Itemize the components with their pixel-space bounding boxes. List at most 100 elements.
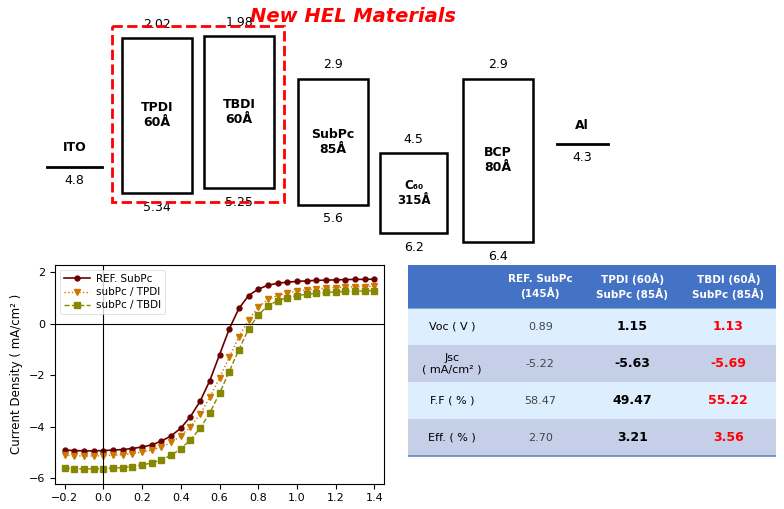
subPc / TPDI: [263, 296, 273, 302]
Text: 0.89: 0.89: [528, 322, 553, 332]
REF. SubPc: [263, 282, 273, 288]
REF. SubPc: [244, 293, 253, 299]
REF. SubPc: [312, 277, 321, 284]
subPc / TPDI: [292, 288, 302, 294]
Bar: [496, 308, 585, 345]
subPc / TPDI: [99, 453, 108, 459]
Text: TBDI
60Å: TBDI 60Å: [223, 98, 256, 126]
REF. SubPc: [128, 445, 137, 451]
REF. SubPc: [215, 352, 224, 358]
subPc / TPDI: [370, 283, 379, 289]
subPc / TPDI: [108, 452, 118, 458]
subPc / TPDI: [215, 375, 224, 381]
Text: 55.22: 55.22: [709, 394, 748, 407]
Text: TPDI
60Å: TPDI 60Å: [140, 101, 173, 129]
Text: ITO: ITO: [63, 142, 86, 154]
REF. SubPc: [157, 438, 166, 444]
Text: F.F ( % ): F.F ( % ): [430, 395, 474, 406]
REF. SubPc: [253, 286, 263, 292]
REF. SubPc: [331, 277, 340, 283]
Bar: [112, 25, 284, 202]
subPc / TPDI: [195, 411, 205, 417]
subPc / TPDI: [341, 284, 350, 290]
Bar: [408, 382, 496, 419]
subPc / TBDI: [157, 457, 166, 463]
subPc / TBDI: [302, 291, 311, 297]
subPc / TBDI: [215, 390, 224, 397]
Bar: [585, 345, 681, 382]
Bar: [408, 308, 496, 345]
Text: -5.69: -5.69: [710, 357, 746, 370]
Line: subPc / TBDI: subPc / TBDI: [62, 288, 377, 472]
subPc / TBDI: [292, 293, 302, 299]
subPc / TBDI: [128, 464, 137, 470]
Y-axis label: Current Density ( mA/cm² ): Current Density ( mA/cm² ): [10, 294, 23, 454]
subPc / TBDI: [370, 288, 379, 294]
Text: 1.13: 1.13: [713, 320, 744, 333]
REF. SubPc: [360, 276, 369, 282]
subPc / TBDI: [253, 312, 263, 318]
REF. SubPc: [224, 326, 234, 332]
Text: Voc ( V ): Voc ( V ): [429, 322, 475, 332]
REF. SubPc: [302, 278, 311, 284]
REF. SubPc: [341, 276, 350, 282]
subPc / TPDI: [128, 450, 137, 457]
subPc / TPDI: [224, 354, 234, 360]
Bar: [298, 79, 368, 205]
REF. SubPc: [70, 447, 79, 454]
subPc / TPDI: [350, 284, 360, 290]
subPc / TBDI: [60, 465, 69, 471]
Bar: [408, 419, 496, 456]
REF. SubPc: [176, 425, 186, 431]
Text: 4.8: 4.8: [64, 175, 85, 187]
subPc / TBDI: [137, 462, 147, 468]
REF. SubPc: [234, 305, 244, 312]
subPc / TPDI: [89, 453, 98, 459]
subPc / TBDI: [350, 288, 360, 294]
subPc / TPDI: [282, 290, 292, 296]
subPc / TBDI: [166, 452, 176, 458]
Text: TBDI (60Å)
SubPc (85Å): TBDI (60Å) SubPc (85Å): [692, 273, 764, 300]
Text: REF. SubPc
(145Å): REF. SubPc (145Å): [508, 274, 572, 299]
Bar: [496, 345, 585, 382]
Bar: [681, 308, 776, 345]
REF. SubPc: [350, 276, 360, 282]
subPc / TBDI: [312, 290, 321, 296]
Bar: [496, 265, 585, 308]
subPc / TBDI: [147, 460, 157, 466]
Text: -5.63: -5.63: [615, 357, 651, 370]
Text: Jsc
( mA/cm² ): Jsc ( mA/cm² ): [422, 353, 481, 375]
subPc / TBDI: [195, 425, 205, 431]
Text: 5.6: 5.6: [323, 212, 343, 225]
subPc / TBDI: [331, 289, 340, 295]
Bar: [122, 38, 192, 192]
REF. SubPc: [137, 444, 147, 450]
subPc / TBDI: [282, 295, 292, 301]
subPc / TBDI: [108, 465, 118, 471]
subPc / TBDI: [186, 437, 195, 443]
subPc / TBDI: [360, 288, 369, 294]
Bar: [408, 265, 496, 308]
REF. SubPc: [370, 276, 379, 282]
Bar: [463, 79, 533, 242]
Bar: [681, 345, 776, 382]
Text: 1.98: 1.98: [225, 16, 253, 30]
subPc / TBDI: [234, 347, 244, 353]
subPc / TBDI: [224, 369, 234, 375]
Text: 2.02: 2.02: [143, 18, 171, 31]
subPc / TBDI: [341, 289, 350, 295]
Text: C₆₀
315Å: C₆₀ 315Å: [397, 179, 430, 207]
REF. SubPc: [118, 446, 127, 453]
Text: 4.5: 4.5: [404, 132, 423, 146]
subPc / TPDI: [70, 453, 79, 459]
subPc / TBDI: [89, 466, 98, 472]
Text: 49.47: 49.47: [612, 394, 652, 407]
subPc / TPDI: [360, 284, 369, 290]
Bar: [496, 382, 585, 419]
Text: 58.47: 58.47: [524, 395, 557, 406]
Line: subPc / TPDI: subPc / TPDI: [61, 283, 378, 459]
Text: TPDI (60Å)
SubPc (85Å): TPDI (60Å) SubPc (85Å): [597, 273, 669, 300]
REF. SubPc: [195, 398, 205, 404]
subPc / TPDI: [321, 285, 331, 291]
Legend: REF. SubPc, subPc / TPDI, subPc / TBDI: REF. SubPc, subPc / TPDI, subPc / TBDI: [60, 270, 165, 315]
